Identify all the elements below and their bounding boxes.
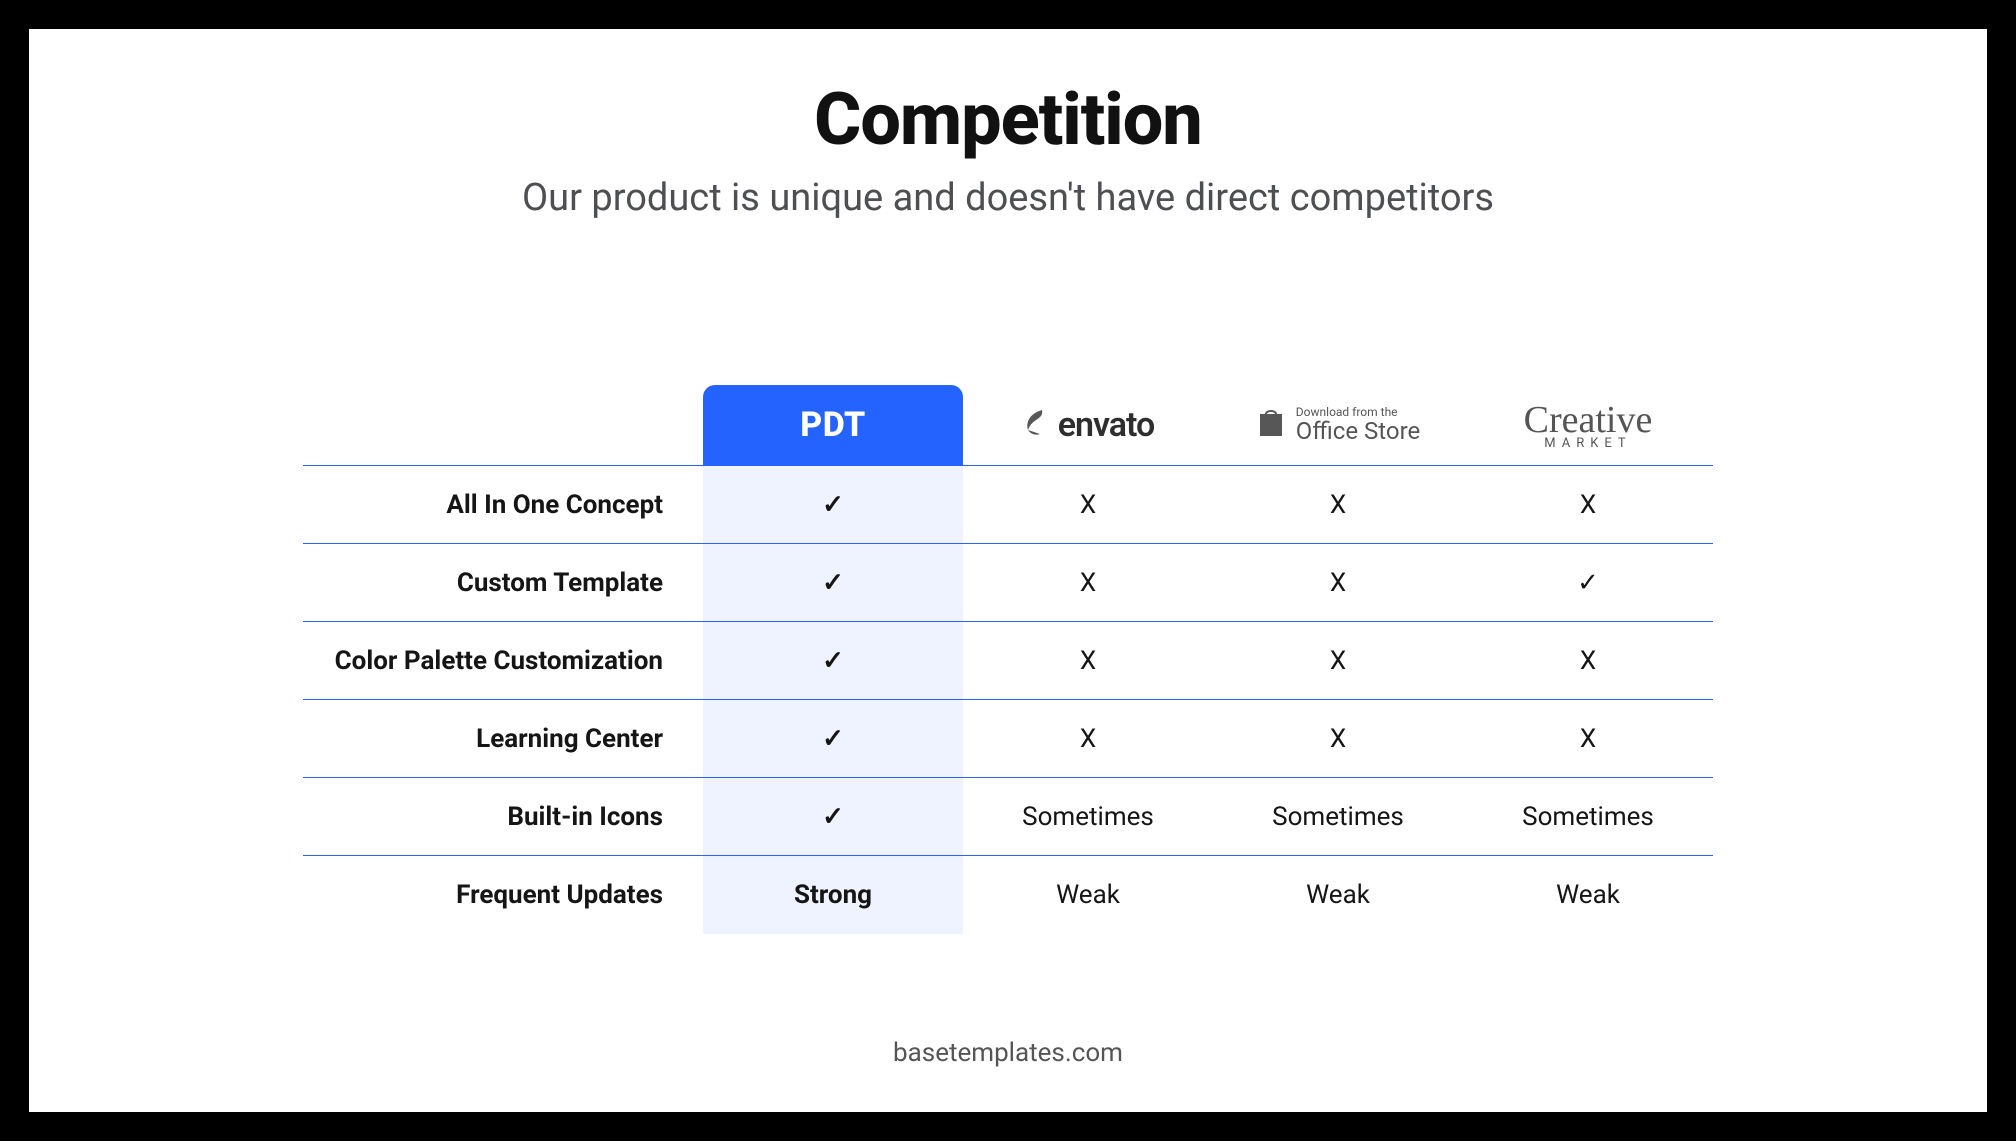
cell-pdt: ✓ — [703, 544, 963, 622]
cell: X — [1463, 466, 1713, 544]
envato-logo: envato — [963, 385, 1213, 465]
cell-pdt: Strong — [703, 856, 963, 934]
cell: Weak — [1213, 856, 1463, 934]
outer-frame: Competition Our product is unique and do… — [0, 0, 2016, 1141]
row-label: Color Palette Customization — [303, 622, 703, 700]
row-label: Frequent Updates — [303, 856, 703, 934]
creative-market-text: Creative MARKET — [1524, 401, 1653, 450]
header-pdt: PDT — [703, 385, 963, 466]
creative-bottom-label: MARKET — [1544, 437, 1631, 450]
cell: Weak — [963, 856, 1213, 934]
header-envato: envato — [963, 385, 1213, 466]
cell-pdt: ✓ — [703, 778, 963, 856]
cell: Weak — [1463, 856, 1713, 934]
table-row: All In One Concept ✓ X X X — [303, 466, 1713, 544]
header-empty-cell — [303, 385, 703, 466]
envato-label: envato — [1058, 405, 1155, 445]
office-logo: Download from the Office Store — [1213, 385, 1463, 465]
header-creative: Creative MARKET — [1463, 385, 1713, 466]
office-bottom-label: Office Store — [1296, 419, 1420, 444]
cell: X — [963, 700, 1213, 778]
table-row: Custom Template ✓ X X ✓ — [303, 544, 1713, 622]
row-label: All In One Concept — [303, 466, 703, 544]
slide-subtitle: Our product is unique and doesn't have d… — [522, 176, 1494, 220]
cell-pdt: ✓ — [703, 700, 963, 778]
table-body: All In One Concept ✓ X X X Custom Templa… — [303, 466, 1713, 934]
cell: X — [1213, 622, 1463, 700]
cell: X — [1463, 700, 1713, 778]
table-header-row: PDT envato — [303, 385, 1713, 466]
pdt-label: PDT — [800, 405, 866, 445]
slide-title: Competition — [814, 77, 1202, 162]
cell: Sometimes — [1213, 778, 1463, 856]
cell: X — [1213, 466, 1463, 544]
leaf-icon — [1022, 408, 1048, 442]
row-label: Built-in Icons — [303, 778, 703, 856]
cell: X — [1213, 544, 1463, 622]
header-office: Download from the Office Store — [1213, 385, 1463, 466]
creative-top-label: Creative — [1524, 401, 1653, 439]
cell: Sometimes — [1463, 778, 1713, 856]
cell: X — [963, 466, 1213, 544]
cell: Sometimes — [963, 778, 1213, 856]
table-row: Built-in Icons ✓ Sometimes Sometimes Som… — [303, 778, 1713, 856]
shopping-bag-icon — [1256, 406, 1286, 444]
cell: ✓ — [1463, 544, 1713, 622]
cell: X — [1463, 622, 1713, 700]
table-row: Color Palette Customization ✓ X X X — [303, 622, 1713, 700]
cell: X — [963, 544, 1213, 622]
row-label: Learning Center — [303, 700, 703, 778]
cell-pdt: ✓ — [703, 466, 963, 544]
pdt-chip: PDT — [703, 385, 963, 465]
cell: X — [963, 622, 1213, 700]
footer-text: basetemplates.com — [29, 1038, 1987, 1068]
cell-pdt: ✓ — [703, 622, 963, 700]
table-row: Frequent Updates Strong Weak Weak Weak — [303, 856, 1713, 934]
creative-market-logo: Creative MARKET — [1463, 385, 1713, 465]
cell: X — [1213, 700, 1463, 778]
table-row: Learning Center ✓ X X X — [303, 700, 1713, 778]
office-text: Download from the Office Store — [1296, 406, 1420, 444]
slide: Competition Our product is unique and do… — [29, 29, 1987, 1112]
row-label: Custom Template — [303, 544, 703, 622]
comparison-table: PDT envato — [303, 385, 1713, 934]
